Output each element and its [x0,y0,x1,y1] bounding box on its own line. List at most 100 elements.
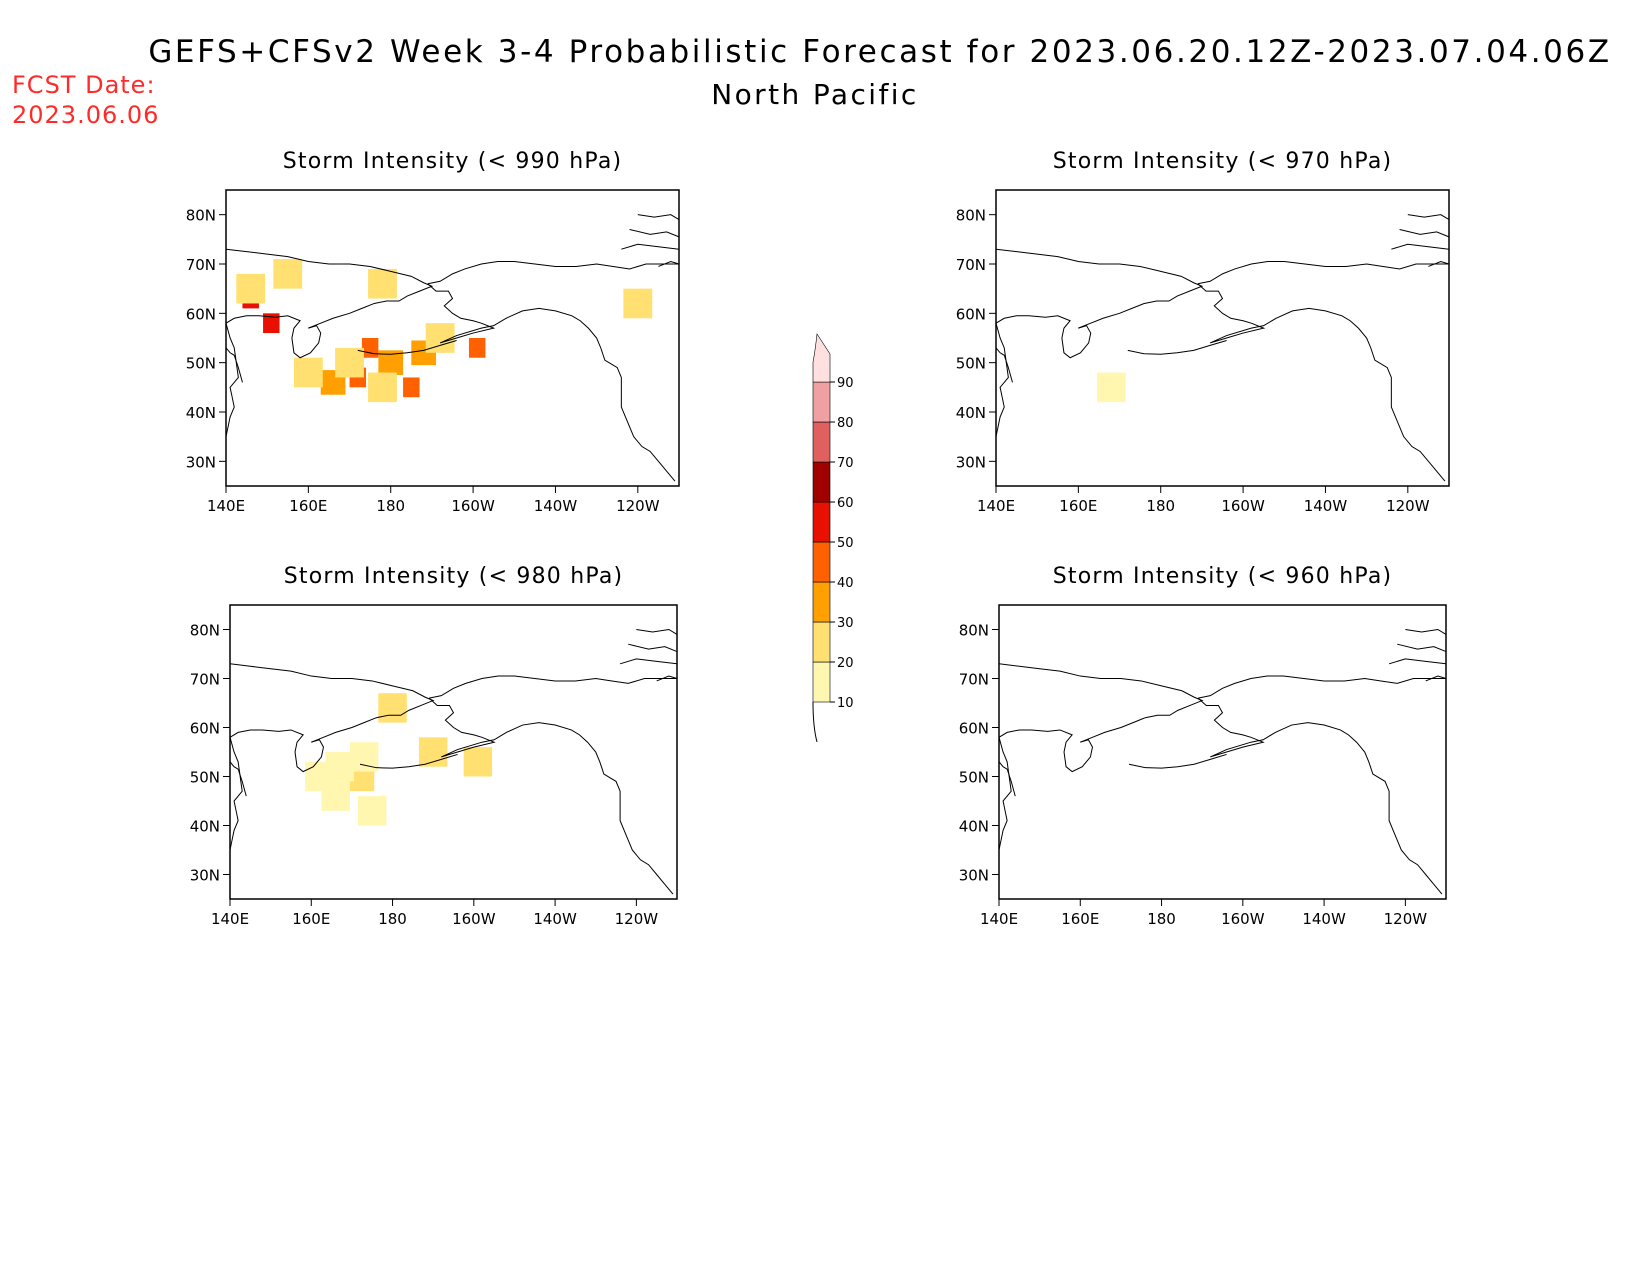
lon-tick-label: 140W [1304,497,1348,515]
coastline [1428,261,1450,267]
lon-tick-label: 180 [378,910,407,928]
colorbar-label: 50 [837,536,854,551]
map-frame [995,189,1450,487]
figure-subtitle: North Pacific [711,78,918,111]
lon-tick-label: 140E [977,497,1015,515]
colorbar-segment [812,621,831,663]
probability-cell [463,747,493,777]
map-panel-p990: Storm Intensity (< 990 hPa) 140E 160E 180 16… [186,149,680,515]
coastline [229,729,324,773]
coastline [998,729,1093,773]
coastline [656,675,678,682]
map-area [230,605,677,899]
map-panel-p980: Storm Intensity (< 980 hPa) 140E 160E 180 16… [190,564,678,928]
colorbar-segment [812,381,831,423]
panels-layer: Storm Intensity (< 990 hPa) 140E 160E 180 16… [186,149,1450,928]
coastline [629,228,680,238]
lat-tick-label: 30N [959,867,989,885]
lon-tick-label: 180 [1146,497,1175,515]
coastline [628,643,678,653]
lat-tick-label: 60N [186,305,216,323]
coastline [429,675,677,699]
colorbar-lower-tail [812,701,818,743]
lat-tick-label: 60N [956,305,986,323]
map-panel-p970: Storm Intensity (< 970 hPa) 140E 160E 180 16… [956,149,1450,515]
coastline [1391,243,1450,250]
lat-tick-label: 30N [190,867,220,885]
coastline [225,315,322,359]
coastline [1127,339,1227,355]
lon-tick-label: 160E [1059,497,1097,515]
colorbar-label: 60 [837,496,854,511]
colorbar-label: 10 [837,696,854,711]
lat-tick-label: 50N [190,769,220,787]
colorbar-segment [812,421,831,463]
lon-tick-label: 140W [1302,910,1346,928]
lat-tick-label: 80N [959,622,989,640]
lat-tick-label: 40N [956,404,986,422]
lat-tick-label: 80N [956,207,986,225]
coastline [229,737,243,851]
panel-title: Storm Intensity (< 990 hPa) [283,149,623,174]
probability-cell [378,693,407,723]
colorbar-label: 70 [837,456,854,471]
coastline [621,243,680,250]
coastline [658,261,680,267]
panel-title: Storm Intensity (< 980 hPa) [284,564,624,589]
coastline [637,214,680,221]
coastline [995,347,1013,383]
probability-cell [325,752,354,782]
lon-tick-label: 140W [533,910,577,928]
lon-tick-label: 140E [207,497,245,515]
coastline [636,628,678,635]
probability-cell [468,338,486,358]
panel-title: Storm Intensity (< 970 hPa) [1053,149,1393,174]
lat-tick-label: 80N [186,207,216,225]
probability-cell [368,372,397,403]
lon-tick-label: 160E [289,497,327,515]
lat-tick-label: 70N [959,671,989,689]
fcst-date-label: FCST Date: [12,71,156,99]
coastline [1197,697,1443,895]
coastline [427,283,676,482]
probability-cell [335,347,364,378]
coastline [427,261,679,285]
lon-tick-label: 180 [376,497,405,515]
lat-tick-label: 60N [959,720,989,738]
probability-cell [358,796,387,826]
probability-cell [293,357,323,388]
colorbar-segment [812,461,831,503]
lat-tick-label: 70N [956,256,986,274]
colorbar: 10 20 30 40 50 60 70 80 90 [812,333,854,743]
coastline [229,761,247,797]
coastline [1405,628,1447,635]
lat-tick-label: 30N [956,453,986,471]
colorbar-label: 30 [837,616,854,631]
map-frame [998,604,1447,900]
lat-tick-label: 40N [959,818,989,836]
colorbar-label: 80 [837,416,854,431]
colorbar-segment [812,501,831,543]
lon-tick-label: 140E [980,910,1018,928]
figure-title: GEFS+CFSv2 Week 3-4 Probabilistic Foreca… [148,34,1611,70]
coastline [359,753,458,769]
coastline [619,658,678,665]
map-area [996,190,1449,486]
coastline [1397,643,1447,653]
lon-tick-label: 160E [1061,910,1099,928]
coastline [1407,214,1450,221]
coastline [998,663,1204,743]
coastline [428,697,674,895]
colorbar-segment [812,541,831,583]
colorbar-segment [812,581,831,623]
coastline [1197,261,1449,285]
lon-tick-label: 120W [615,910,659,928]
coastline [225,248,434,329]
panel-title: Storm Intensity (< 960 hPa) [1053,564,1393,589]
colorbar-label: 20 [837,656,854,671]
coastline [995,323,1009,437]
coastline [1197,283,1446,482]
coastline [998,761,1016,797]
lon-tick-label: 140W [534,497,578,515]
lon-tick-label: 160E [292,910,330,928]
